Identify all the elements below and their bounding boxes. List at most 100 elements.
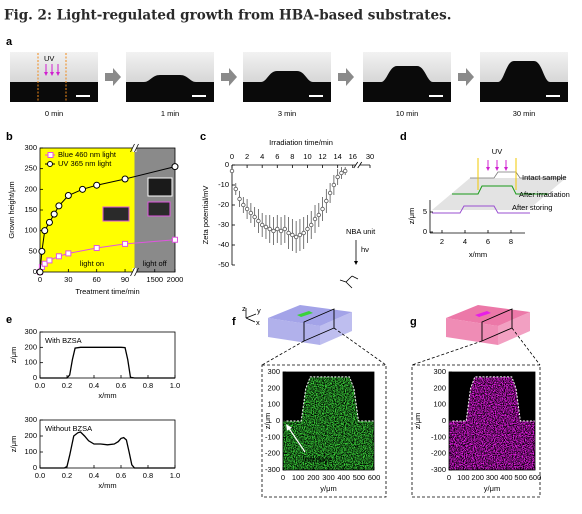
marker — [55, 202, 63, 210]
marker — [278, 228, 284, 234]
panel-label: b — [6, 131, 13, 143]
arrow — [338, 68, 354, 86]
y-tick-label: -100 — [265, 432, 280, 441]
x-tick-label: 6 — [275, 152, 279, 161]
x-tick-label: 0.2 — [62, 471, 72, 480]
y-tick-label: 0 — [225, 160, 229, 169]
x-tick-label: 2000 — [167, 275, 184, 284]
signal — [449, 376, 535, 470]
x-tick-label: 30 — [366, 152, 374, 161]
curve-label: After storing — [512, 203, 552, 212]
legend-marker — [47, 161, 53, 167]
annotation-arrow — [287, 426, 306, 453]
substrate — [363, 66, 451, 102]
frame-label: 1 min — [161, 109, 179, 118]
x-tick-label: 0 — [38, 275, 42, 284]
marker — [305, 226, 310, 232]
y-tick-label: -30 — [218, 220, 229, 229]
x-tick-label: 0 — [281, 473, 285, 482]
x-tick-label: 16 — [349, 152, 357, 161]
marker — [252, 214, 257, 220]
panel-label: c — [200, 131, 206, 143]
marker — [312, 216, 318, 222]
marker — [55, 253, 62, 260]
z-tick-label: 5 — [423, 207, 427, 216]
substrate — [243, 71, 331, 102]
structure — [339, 275, 359, 289]
marker — [50, 210, 58, 218]
axis-break — [353, 161, 359, 169]
axis-break — [357, 161, 363, 169]
x-tick-label: 8 — [509, 237, 513, 246]
y-tick-label: 200 — [24, 431, 37, 440]
marker — [38, 247, 46, 255]
marker — [263, 224, 269, 230]
x-axis-label: Irradiation time/min — [269, 138, 333, 147]
x-tick-label: 4 — [260, 152, 264, 161]
legend-label: UV 365 nm light — [58, 159, 112, 168]
x-tick-label: 200 — [471, 473, 484, 482]
marker — [275, 226, 280, 232]
y-tick-label: 50 — [29, 246, 37, 255]
y-tick-label: -50 — [218, 260, 229, 269]
zoom-line — [511, 327, 541, 366]
uv-arrow-head — [50, 72, 54, 76]
marker — [36, 268, 44, 276]
x-tick-label: 100 — [292, 473, 305, 482]
y-axis-label: z/μm — [9, 436, 18, 452]
panel-label: e — [6, 314, 12, 326]
marker — [65, 250, 72, 257]
curve-label: After irradiation — [519, 190, 570, 199]
x-tick-label: 400 — [337, 473, 350, 482]
y-tick-label: 200 — [24, 184, 37, 193]
x-tick-label: 0.8 — [143, 381, 153, 390]
series-line — [40, 346, 175, 379]
y-tick-label: 0 — [33, 463, 37, 472]
x-tick-label: 100 — [457, 473, 470, 482]
x-tick-label: 300 — [322, 473, 335, 482]
x-tick-label: 600 — [529, 473, 542, 482]
axis-break — [132, 268, 137, 276]
marker — [331, 182, 337, 188]
marker — [241, 202, 246, 208]
x-axis-label: x/mm — [98, 391, 116, 400]
marker — [293, 234, 299, 240]
curve — [452, 185, 548, 195]
y-tick-label: -300 — [265, 465, 280, 474]
x-axis-label: x/mm — [469, 250, 487, 259]
y-tick-label: 300 — [267, 367, 280, 376]
y-tick-label: -200 — [431, 449, 446, 458]
uv-arrow-head — [486, 167, 490, 171]
y-tick-label: 0 — [33, 373, 37, 382]
marker — [259, 222, 265, 228]
x-tick-label: 600 — [368, 473, 381, 482]
uv-arrow-head — [56, 72, 60, 76]
x-tick-label: 2 — [440, 237, 444, 246]
uv-arrow-head — [504, 167, 508, 171]
y-tick-label: -200 — [265, 449, 280, 458]
y-axis-label: Grown height/μm — [7, 181, 16, 238]
x-tick-label: 30 — [64, 275, 72, 284]
arrow — [105, 68, 121, 86]
marker — [229, 168, 235, 174]
x-axis-label: y/μm — [320, 484, 336, 493]
zoom-line — [411, 340, 483, 366]
x-tick-label: 60 — [93, 275, 101, 284]
panel-label: f — [232, 316, 236, 328]
x-tick-label: 200 — [307, 473, 320, 482]
region-label: light off — [143, 259, 168, 268]
marker — [41, 260, 48, 267]
x-tick-label: 0.4 — [89, 471, 99, 480]
uv-label: UV — [492, 147, 502, 156]
frame-label: 10 min — [396, 109, 419, 118]
marker — [271, 228, 276, 234]
y-tick-label: -10 — [218, 180, 229, 189]
marker — [45, 218, 53, 226]
y-axis-label: z/μm — [9, 347, 18, 363]
z-tick-label: 0 — [423, 227, 427, 236]
marker — [79, 185, 87, 193]
marker — [297, 232, 303, 238]
plot-title: Without BZSA — [45, 424, 92, 433]
x-tick-label: 500 — [514, 473, 527, 482]
